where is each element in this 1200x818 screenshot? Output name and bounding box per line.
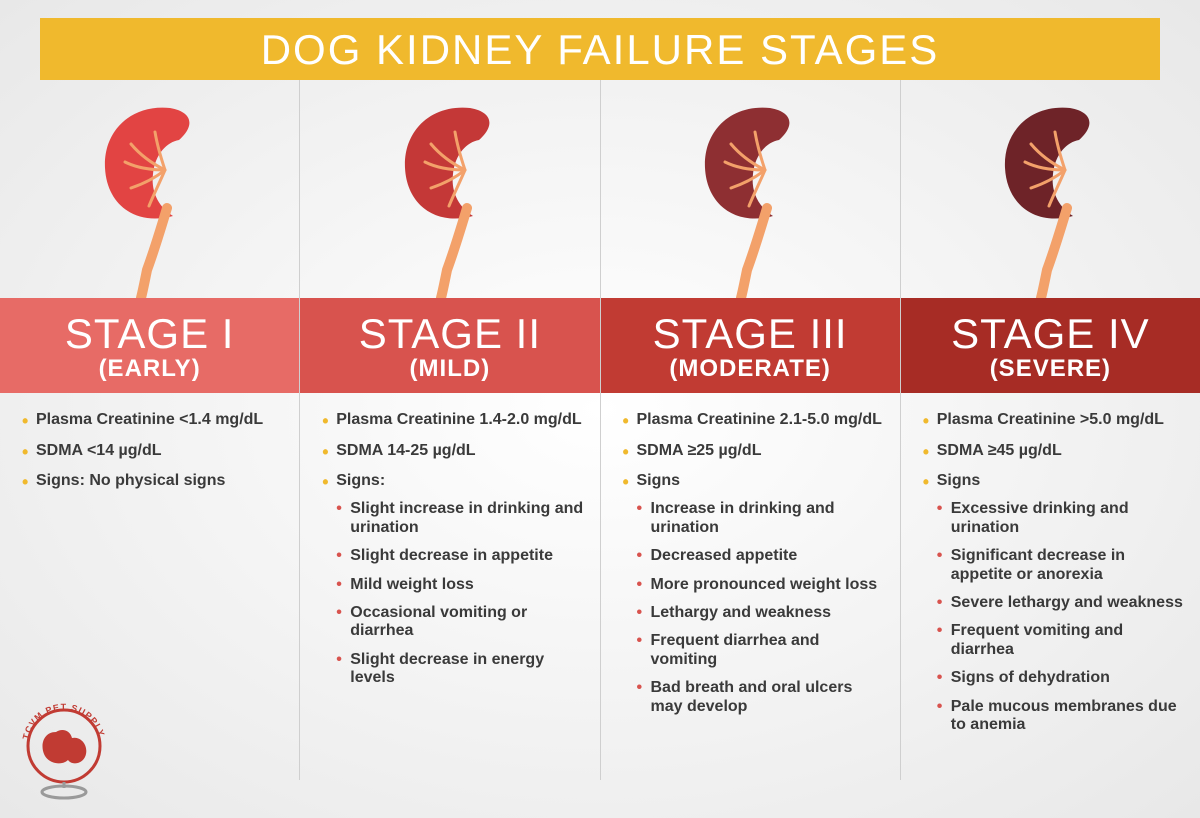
detail-item: SDMA ≥25 µg/dL — [623, 442, 884, 460]
page-title: DOG KIDNEY FAILURE STAGES — [40, 26, 1160, 74]
detail-item: Plasma Creatinine 1.4-2.0 mg/dL — [322, 411, 583, 429]
detail-subitem: Decreased appetite — [637, 547, 884, 565]
stage-header: STAGE II(MILD) — [300, 298, 599, 393]
detail-item: Signs Excessive drinking and urination Sig… — [923, 472, 1184, 734]
detail-subitem: Slight decrease in energy levels — [336, 651, 583, 688]
detail-text: SDMA ≥45 µg/dL — [937, 442, 1062, 459]
detail-item: Signs Increase in drinking and urination D… — [623, 472, 884, 716]
detail-subitem: Mild weight loss — [336, 576, 583, 594]
detail-text: Plasma Creatinine 1.4-2.0 mg/dL — [336, 411, 581, 428]
detail-text: Signs: — [336, 472, 385, 489]
stage-subtitle: (EARLY) — [4, 356, 295, 381]
detail-subitem: Frequent vomiting and diarrhea — [937, 622, 1184, 659]
stage-header: STAGE III(MODERATE) — [601, 298, 900, 393]
detail-item: SDMA ≥45 µg/dL — [923, 442, 1184, 460]
detail-item: Plasma Creatinine <1.4 mg/dL — [22, 411, 283, 429]
detail-text: SDMA 14-25 µg/dL — [336, 442, 475, 459]
stage-details: Plasma Creatinine 2.1-5.0 mg/dL SDMA ≥25 … — [601, 393, 900, 738]
kidney-icon — [0, 98, 299, 298]
detail-subitem: Slight decrease in appetite — [336, 547, 583, 565]
detail-text: Plasma Creatinine 2.1-5.0 mg/dL — [637, 411, 882, 428]
stage-column: STAGE IV(SEVERE)Plasma Creatinine >5.0 m… — [901, 80, 1200, 780]
stages-row: STAGE I(EARLY)Plasma Creatinine <1.4 mg/… — [0, 80, 1200, 780]
kidney-icon — [300, 98, 599, 298]
detail-item: SDMA 14-25 µg/dL — [322, 442, 583, 460]
detail-subitem: Significant decrease in appetite or anor… — [937, 547, 1184, 584]
stage-subtitle: (SEVERE) — [905, 356, 1196, 381]
kidney-icon — [601, 98, 900, 298]
stage-name: STAGE IV — [905, 312, 1196, 356]
detail-subitem: Excessive drinking and urination — [937, 500, 1184, 537]
detail-subitem: Pale mucous membranes due to anemia — [937, 698, 1184, 735]
stage-details: Plasma Creatinine <1.4 mg/dL SDMA <14 µg/… — [0, 393, 299, 512]
stage-name: STAGE III — [605, 312, 896, 356]
detail-subitem: Bad breath and oral ulcers may develop — [637, 679, 884, 716]
stage-subtitle: (MODERATE) — [605, 356, 896, 381]
stage-details: Plasma Creatinine 1.4-2.0 mg/dL SDMA 14-2… — [300, 393, 599, 709]
detail-text: Plasma Creatinine <1.4 mg/dL — [36, 411, 263, 428]
detail-subitem: Signs of dehydration — [937, 669, 1184, 687]
title-bar: DOG KIDNEY FAILURE STAGES — [40, 18, 1160, 80]
detail-text: SDMA ≥25 µg/dL — [637, 442, 762, 459]
detail-item: Plasma Creatinine 2.1-5.0 mg/dL — [623, 411, 884, 429]
brand-logo: TCVM PET SUPPLY — [14, 694, 114, 804]
detail-text: Signs — [637, 472, 681, 489]
detail-subitem: Severe lethargy and weakness — [937, 594, 1184, 612]
detail-text: Signs: No physical signs — [36, 472, 225, 489]
detail-subitem: Frequent diarrhea and vomiting — [637, 632, 884, 669]
detail-text: Signs — [937, 472, 981, 489]
stage-details: Plasma Creatinine >5.0 mg/dL SDMA ≥45 µg/… — [901, 393, 1200, 756]
stage-subtitle: (MILD) — [304, 356, 595, 381]
kidney-icon — [901, 98, 1200, 298]
stage-header: STAGE IV(SEVERE) — [901, 298, 1200, 393]
detail-subitem: Lethargy and weakness — [637, 604, 884, 622]
detail-item: Signs: Slight increase in drinking and ur… — [322, 472, 583, 688]
detail-text: SDMA <14 µg/dL — [36, 442, 162, 459]
detail-item: Signs: No physical signs — [22, 472, 283, 490]
detail-subitem: More pronounced weight loss — [637, 576, 884, 594]
detail-subitem: Occasional vomiting or diarrhea — [336, 604, 583, 641]
stage-name: STAGE II — [304, 312, 595, 356]
stage-column: STAGE III(MODERATE)Plasma Creatinine 2.1… — [601, 80, 901, 780]
stage-column: STAGE I(EARLY)Plasma Creatinine <1.4 mg/… — [0, 80, 300, 780]
detail-item: Plasma Creatinine >5.0 mg/dL — [923, 411, 1184, 429]
stage-column: STAGE II(MILD)Plasma Creatinine 1.4-2.0 … — [300, 80, 600, 780]
detail-subitem: Slight increase in drinking and urinatio… — [336, 500, 583, 537]
stage-name: STAGE I — [4, 312, 295, 356]
detail-text: Plasma Creatinine >5.0 mg/dL — [937, 411, 1164, 428]
stage-header: STAGE I(EARLY) — [0, 298, 299, 393]
detail-item: SDMA <14 µg/dL — [22, 442, 283, 460]
detail-subitem: Increase in drinking and urination — [637, 500, 884, 537]
